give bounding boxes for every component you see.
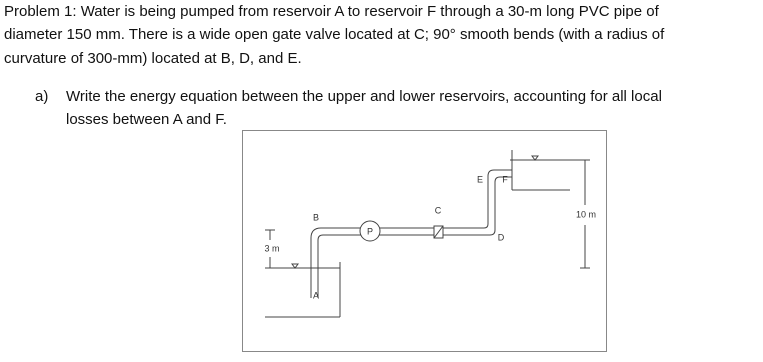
problem-line: Problem 1: Water is being pumped from re…	[4, 3, 659, 20]
problem-line: curvature of 300-mm) located at B, D, an…	[4, 50, 302, 67]
question-marker: a)	[35, 88, 49, 105]
label-c: C	[435, 205, 442, 215]
label-p: P	[367, 226, 373, 236]
label-f: F	[502, 174, 508, 184]
question-line: Write the energy equation between the up…	[66, 88, 662, 105]
question-line: losses between A and F.	[66, 111, 227, 128]
label-a: A	[313, 290, 319, 300]
lower-reservoir	[265, 262, 341, 318]
dimension-label: 10 m	[576, 209, 596, 219]
label-b: B	[313, 212, 319, 222]
dimension-label: 3 m	[264, 243, 279, 253]
upper-reservoir	[510, 150, 590, 191]
dimension-lines	[265, 160, 590, 269]
pump	[359, 220, 381, 242]
problem-line: diameter 150 mm. There is a wide open ga…	[4, 26, 665, 43]
label-d: D	[498, 232, 505, 242]
figure-frame	[242, 130, 607, 352]
pipe	[310, 169, 512, 298]
label-e: E	[477, 174, 483, 184]
